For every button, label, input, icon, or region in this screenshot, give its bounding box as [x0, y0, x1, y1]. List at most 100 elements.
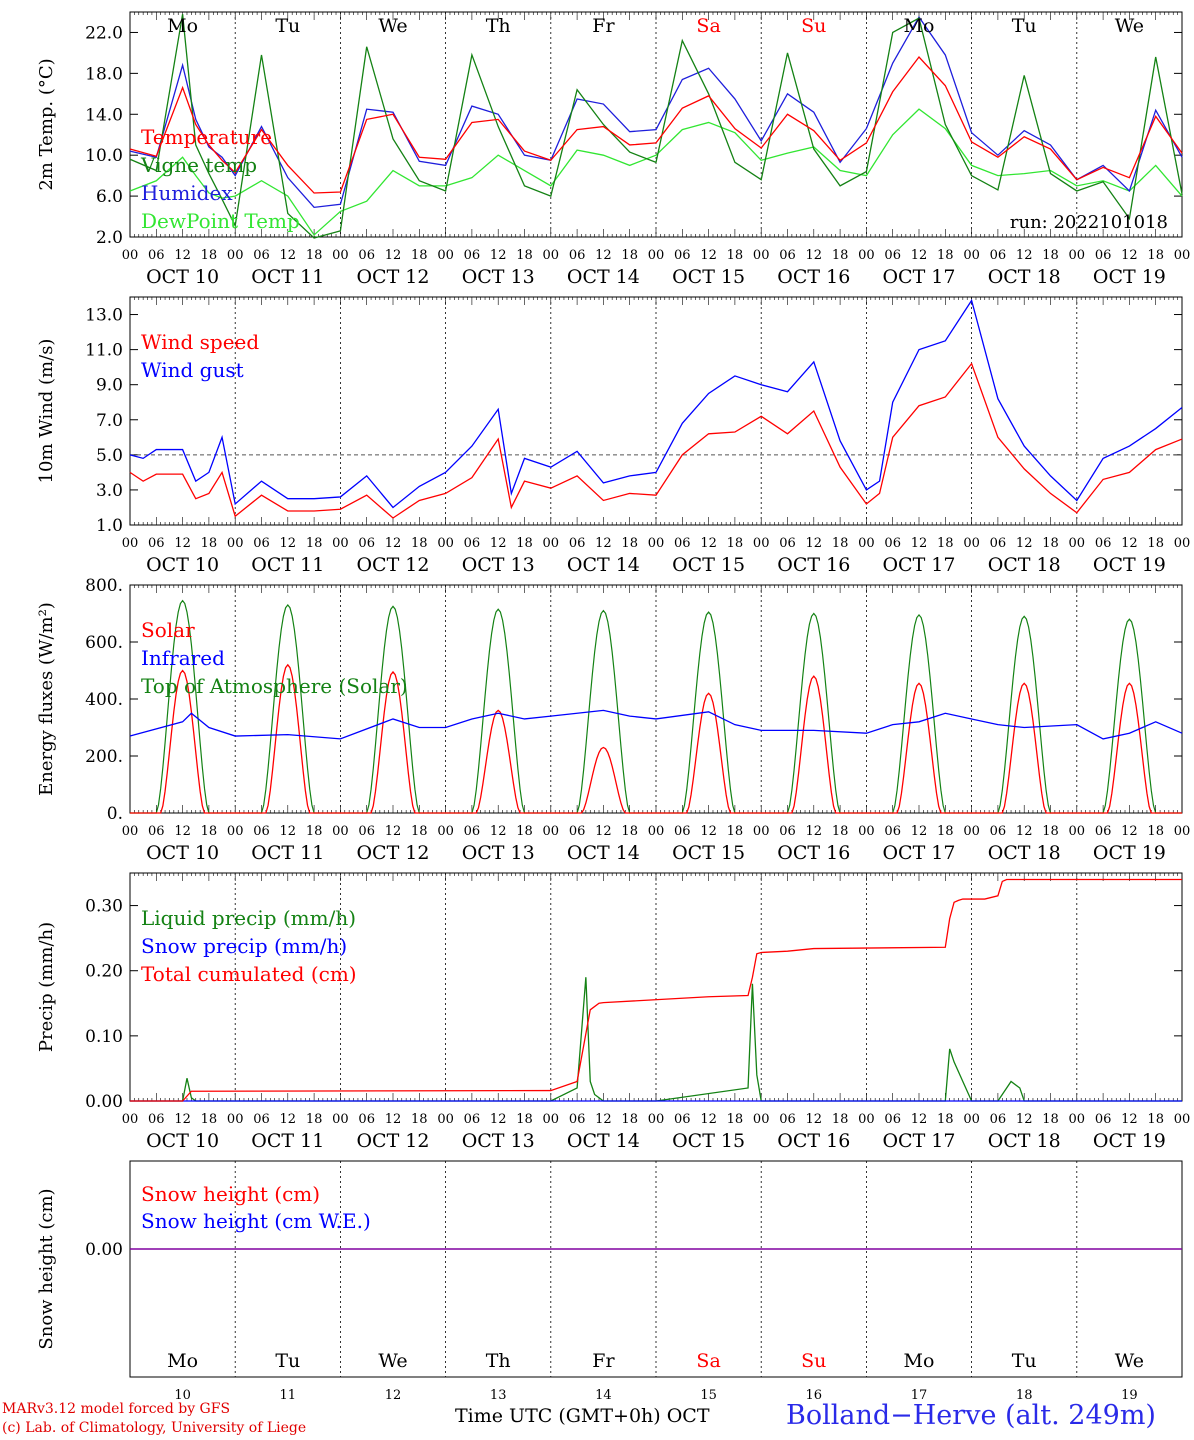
x-hour-label: 12	[806, 824, 823, 839]
x-hour-label: 06	[884, 824, 901, 839]
x-hour-label: 12	[280, 248, 297, 263]
x-hour-label: 18	[621, 824, 638, 839]
x-hour-label: 12	[806, 536, 823, 551]
x-date-label: OCT 10	[146, 1130, 219, 1152]
x-date-label: OCT 17	[882, 554, 955, 576]
legend-item: Infrared	[141, 646, 225, 670]
x-hour-label: 00	[227, 536, 244, 551]
x-hour-label: 18	[1147, 248, 1164, 263]
x-hour-label: 00	[963, 824, 980, 839]
y-tick-label: 0.00	[85, 1092, 123, 1112]
day-name-label: Sa	[696, 1350, 720, 1372]
x-hour-label: 18	[1042, 536, 1059, 551]
panel-1: 2.0 6.0 10.0 14.0 18.0 22.0 2m Temp. (°C) 00 06 1…	[36, 11, 1191, 288]
x-hour-label: 00	[332, 824, 349, 839]
x-hour-label: 06	[148, 1112, 165, 1127]
series-line-solar	[130, 663, 1182, 814]
x-hour-label: 06	[569, 536, 586, 551]
y-tick-label: 14.0	[85, 105, 123, 125]
x-hour-label: 12	[280, 1112, 297, 1127]
legend-item: Total cumulated (cm)	[141, 962, 357, 986]
x-hour-label: 06	[1095, 824, 1112, 839]
x-hour-label: 00	[1069, 536, 1086, 551]
x-hour-label: 12	[280, 536, 297, 551]
day-name-label: We	[1115, 1350, 1144, 1372]
day-name-label: Tu	[275, 15, 300, 37]
x-hour-label: 18	[937, 536, 954, 551]
day-number-label: 15	[700, 1388, 717, 1403]
x-hour-label: 06	[358, 536, 375, 551]
day-number-label: 11	[280, 1388, 297, 1403]
x-hour-label: 06	[148, 536, 165, 551]
x-hour-label: 06	[358, 824, 375, 839]
y-tick-label: 10.0	[85, 146, 123, 166]
x-axis-label: Time UTC (GMT+0h) OCT	[455, 1405, 710, 1427]
x-date-label: OCT 11	[251, 554, 324, 576]
x-hour-label: 18	[1147, 824, 1164, 839]
y-tick-label: 2.0	[96, 228, 123, 248]
x-hour-label: 06	[1095, 248, 1112, 263]
x-hour-label: 00	[1174, 248, 1191, 263]
x-date-label: OCT 16	[777, 842, 850, 864]
x-hour-label: 06	[990, 248, 1007, 263]
x-hour-label: 00	[122, 248, 139, 263]
x-hour-label: 00	[1069, 248, 1086, 263]
day-name-label: We	[1115, 15, 1144, 37]
model-credit: MARv3.12 model forced by GFS	[2, 1401, 231, 1417]
x-hour-label: 00	[648, 536, 665, 551]
x-hour-label: 12	[385, 824, 402, 839]
x-hour-label: 00	[332, 1112, 349, 1127]
panel-2: 1.0 3.0 5.0 7.0 9.0 11.0 13.0 10m Wind (m/s) 00 0…	[36, 296, 1191, 576]
x-hour-label: 06	[884, 1112, 901, 1127]
day-number-label: 18	[1016, 1388, 1033, 1403]
x-hour-label: 18	[727, 824, 744, 839]
x-hour-label: 00	[437, 248, 454, 263]
x-hour-label: 00	[1174, 536, 1191, 551]
day-name-label: Mo	[167, 15, 198, 37]
x-date-label: OCT 14	[567, 842, 640, 864]
x-hour-label: 06	[779, 824, 796, 839]
x-hour-label: 00	[753, 248, 770, 263]
x-hour-label: 12	[174, 248, 191, 263]
x-hour-label: 00	[543, 824, 560, 839]
day-number-label: 19	[1121, 1388, 1138, 1403]
x-hour-label: 06	[1095, 1112, 1112, 1127]
x-hour-label: 18	[1042, 824, 1059, 839]
x-hour-label: 12	[1121, 248, 1138, 263]
x-hour-label: 18	[621, 1112, 638, 1127]
x-hour-label: 00	[648, 824, 665, 839]
x-hour-label: 12	[1121, 1112, 1138, 1127]
day-number-label: 14	[595, 1388, 612, 1403]
x-hour-label: 12	[911, 248, 928, 263]
x-hour-label: 12	[174, 536, 191, 551]
legend-item: Top of Atmosphere (Solar)	[141, 674, 408, 698]
x-hour-label: 12	[174, 1112, 191, 1127]
legend-item: Solar	[141, 618, 195, 642]
x-date-label: OCT 15	[672, 554, 745, 576]
x-hour-label: 00	[227, 824, 244, 839]
x-hour-label: 00	[227, 1112, 244, 1127]
x-date-label: OCT 12	[356, 266, 429, 288]
x-hour-label: 00	[227, 248, 244, 263]
y-axis-label: 2m Temp. (°C)	[36, 58, 57, 190]
x-hour-label: 18	[832, 824, 849, 839]
x-hour-label: 18	[727, 536, 744, 551]
x-date-label: OCT 16	[777, 266, 850, 288]
x-hour-label: 12	[174, 824, 191, 839]
x-hour-label: 18	[1147, 1112, 1164, 1127]
x-hour-label: 06	[148, 248, 165, 263]
series-line-dewpoint-temp	[129, 108, 1183, 236]
y-axis-label: Energy fluxes (W/m²)	[36, 602, 57, 796]
x-hour-label: 18	[1147, 536, 1164, 551]
x-date-label: OCT 14	[567, 1130, 640, 1152]
x-date-label: OCT 18	[988, 554, 1061, 576]
y-tick-label: 0.30	[85, 897, 123, 917]
x-hour-label: 06	[779, 1112, 796, 1127]
day-number-label: 17	[911, 1388, 928, 1403]
x-date-label: OCT 16	[777, 554, 850, 576]
x-date-label: OCT 19	[1093, 1130, 1166, 1152]
y-axis-label: Precip (mm/h)	[36, 922, 57, 1052]
x-hour-label: 06	[990, 1112, 1007, 1127]
x-hour-label: 12	[385, 1112, 402, 1127]
legend-item: Humidex	[141, 181, 233, 205]
